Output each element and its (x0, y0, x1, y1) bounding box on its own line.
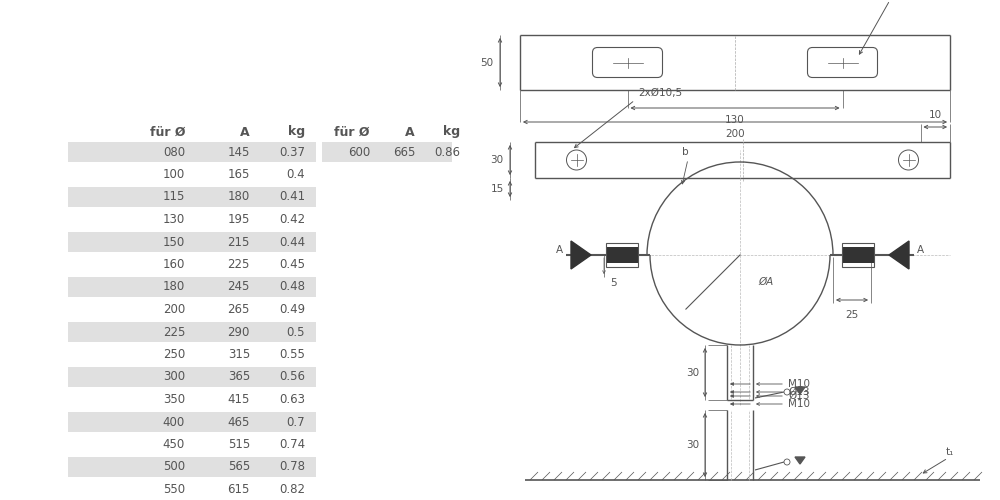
Text: 450: 450 (163, 438, 185, 451)
Text: 0.55: 0.55 (279, 348, 305, 361)
Text: 0.74: 0.74 (279, 438, 305, 451)
Text: 0.37: 0.37 (279, 146, 305, 158)
Text: 0.5: 0.5 (287, 326, 305, 338)
Bar (68, 457, 316, 477)
Text: 0.63: 0.63 (279, 393, 305, 406)
Text: 0.44: 0.44 (279, 236, 305, 248)
Bar (68, 412, 316, 432)
Text: 0.4: 0.4 (286, 168, 305, 181)
Polygon shape (795, 457, 805, 464)
Text: 600: 600 (348, 146, 370, 158)
Text: A: A (240, 126, 250, 138)
Text: 565: 565 (228, 460, 250, 473)
Text: Ø13: Ø13 (788, 387, 810, 397)
Text: 300: 300 (163, 370, 185, 384)
Text: 0.86: 0.86 (434, 146, 460, 158)
Text: ØA: ØA (758, 277, 773, 287)
Text: 200: 200 (725, 129, 745, 139)
Text: für Ø: für Ø (150, 126, 185, 138)
Text: für Ø: für Ø (334, 126, 370, 138)
Text: 180: 180 (228, 190, 250, 203)
Text: 315: 315 (228, 348, 250, 361)
Text: 115: 115 (163, 190, 185, 203)
Text: Ø13: Ø13 (788, 391, 810, 401)
Text: 500: 500 (163, 460, 185, 473)
Text: 0.82: 0.82 (279, 483, 305, 496)
Text: 250: 250 (163, 348, 185, 361)
Text: 615: 615 (228, 483, 250, 496)
Text: b: b (682, 147, 688, 157)
Text: 400: 400 (163, 416, 185, 428)
Text: 0.48: 0.48 (279, 280, 305, 293)
Text: 130: 130 (725, 115, 745, 125)
Text: 160: 160 (163, 258, 185, 271)
Bar (842, 247, 874, 263)
Text: kg: kg (288, 126, 305, 138)
Bar (68, 142, 316, 162)
Polygon shape (571, 241, 591, 269)
Bar (68, 367, 316, 387)
Polygon shape (889, 241, 909, 269)
Text: 0.41: 0.41 (279, 190, 305, 203)
Text: 215: 215 (228, 236, 250, 248)
Bar (68, 187, 316, 207)
Text: 30: 30 (490, 155, 504, 165)
Text: 225: 225 (228, 258, 250, 271)
Bar (606, 247, 638, 263)
Text: 0.45: 0.45 (279, 258, 305, 271)
Bar (68, 232, 316, 252)
Text: 2xØ10,5: 2xØ10,5 (638, 88, 682, 98)
Text: 180: 180 (163, 280, 185, 293)
Text: A: A (917, 245, 924, 255)
Text: 150: 150 (163, 236, 185, 248)
Polygon shape (795, 387, 805, 394)
Text: 515: 515 (228, 438, 250, 451)
Text: M10: M10 (788, 399, 810, 409)
Text: 145: 145 (228, 146, 250, 158)
Text: 080: 080 (163, 146, 185, 158)
Text: 15: 15 (490, 184, 504, 194)
Text: 265: 265 (228, 303, 250, 316)
Text: 200: 200 (163, 303, 185, 316)
Bar (842, 243, 874, 267)
Text: 550: 550 (163, 483, 185, 496)
Text: 30: 30 (686, 440, 700, 450)
Bar (68, 277, 316, 297)
Text: 350: 350 (163, 393, 185, 406)
Text: A: A (405, 126, 415, 138)
Text: 0.56: 0.56 (279, 370, 305, 384)
Text: 10: 10 (929, 110, 942, 120)
Text: 225: 225 (163, 326, 185, 338)
Text: 0.49: 0.49 (279, 303, 305, 316)
Text: 25: 25 (845, 310, 859, 320)
Text: 245: 245 (228, 280, 250, 293)
Text: 0.7: 0.7 (286, 416, 305, 428)
Text: t₁: t₁ (946, 447, 954, 457)
Text: 290: 290 (228, 326, 250, 338)
Text: 415: 415 (228, 393, 250, 406)
Bar (322, 142, 452, 162)
Text: 50: 50 (480, 58, 494, 68)
Text: 0.78: 0.78 (279, 460, 305, 473)
Text: 365: 365 (228, 370, 250, 384)
Text: 100: 100 (163, 168, 185, 181)
Text: 5: 5 (610, 278, 617, 288)
Text: A: A (556, 245, 563, 255)
Text: 30: 30 (686, 368, 700, 378)
Text: 465: 465 (228, 416, 250, 428)
Text: M10: M10 (788, 379, 810, 389)
Text: 130: 130 (163, 213, 185, 226)
Bar (606, 243, 638, 267)
Text: 0.42: 0.42 (279, 213, 305, 226)
Text: kg: kg (443, 126, 460, 138)
Text: 665: 665 (393, 146, 415, 158)
Text: 195: 195 (228, 213, 250, 226)
Bar (68, 322, 316, 342)
Text: 165: 165 (228, 168, 250, 181)
